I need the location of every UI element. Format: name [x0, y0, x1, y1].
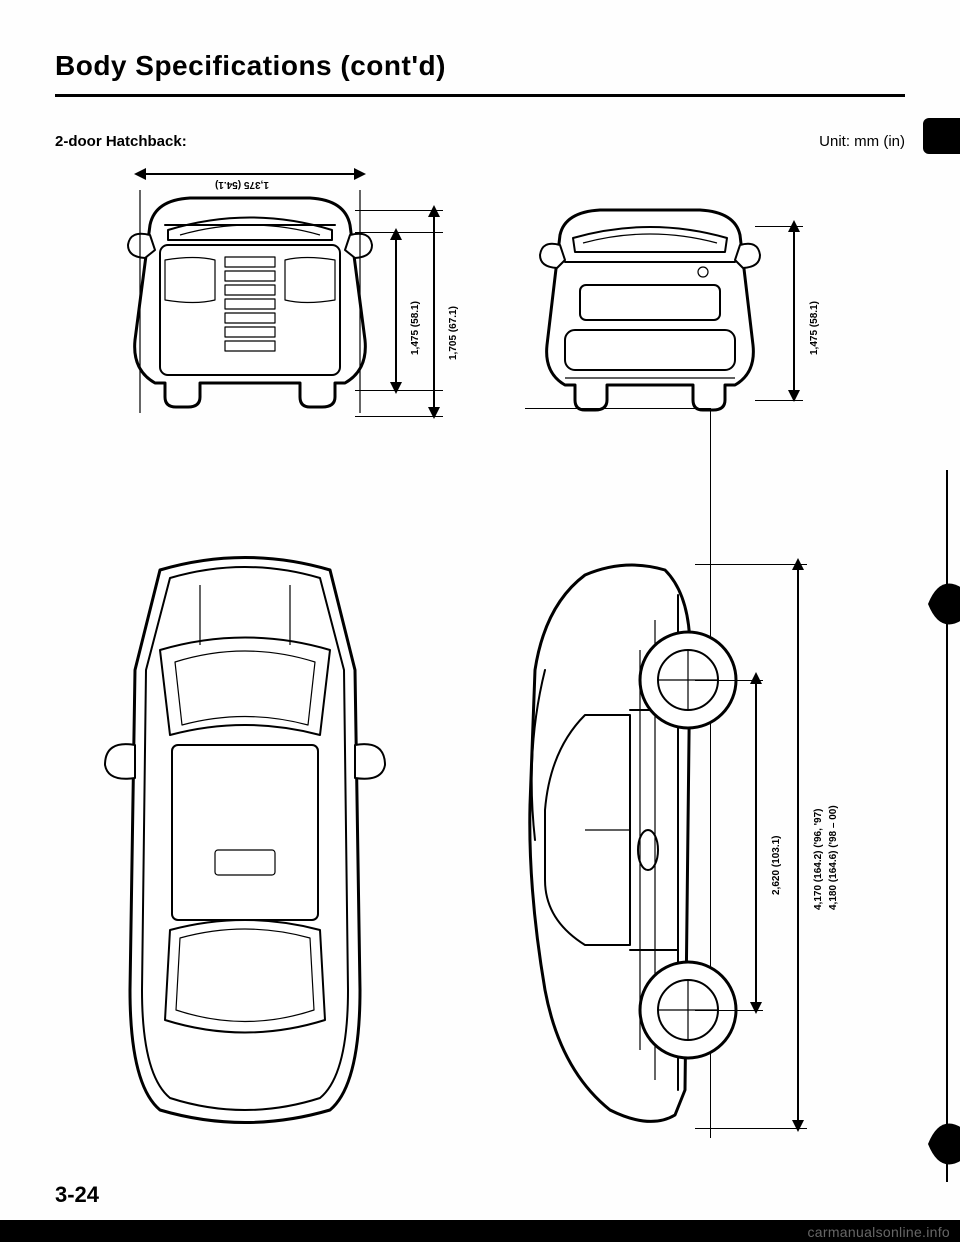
top-svg [100, 550, 390, 1130]
top-view [100, 550, 390, 1130]
dim-arrow [797, 565, 799, 1128]
top-rule [55, 94, 905, 97]
front-svg [110, 165, 390, 425]
subtitle: 2-door Hatchback: [55, 133, 187, 150]
dim-arrow [755, 680, 757, 1010]
dim-arrow [793, 228, 795, 398]
page-title: Body Specifications (cont'd) [55, 50, 905, 82]
dim-wheelbase: 2,620 (103.1) [771, 836, 782, 896]
dim-front-track: 1,475 (58.1) [410, 301, 421, 355]
dim-rear-track: 1,475 (58.1) [809, 301, 820, 355]
side-view [490, 550, 740, 1130]
dim-arrow [433, 212, 435, 415]
page-number: 3-24 [55, 1182, 99, 1208]
rear-svg [525, 190, 775, 440]
page: Body Specifications (cont'd) 2-door Hatc… [0, 0, 960, 1242]
unit-label: Unit: mm (in) [819, 133, 905, 150]
front-view: 1,375 (54.1) [110, 165, 390, 445]
diagram-area: 1,375 (54.1) [55, 150, 905, 1150]
binder-tab [928, 1120, 960, 1168]
dim-track-top: 1,375 (54.1) [215, 179, 269, 190]
dim-length-a: 4,170 (164.2) ('96, '97) [813, 809, 824, 910]
rear-view [525, 190, 775, 440]
dim-arrow [395, 235, 397, 390]
dim-length-b: 4,180 (164.6) ('98 – 00) [828, 805, 839, 910]
binder-tab [923, 118, 960, 154]
side-svg [490, 550, 740, 1130]
binder-tab [928, 580, 960, 628]
right-margin-rule [946, 470, 948, 1182]
dim-front-width: 1,705 (67.1) [448, 306, 459, 360]
subtitle-row: 2-door Hatchback: Unit: mm (in) [55, 133, 905, 150]
watermark: carmanualsonline.info [808, 1224, 951, 1240]
